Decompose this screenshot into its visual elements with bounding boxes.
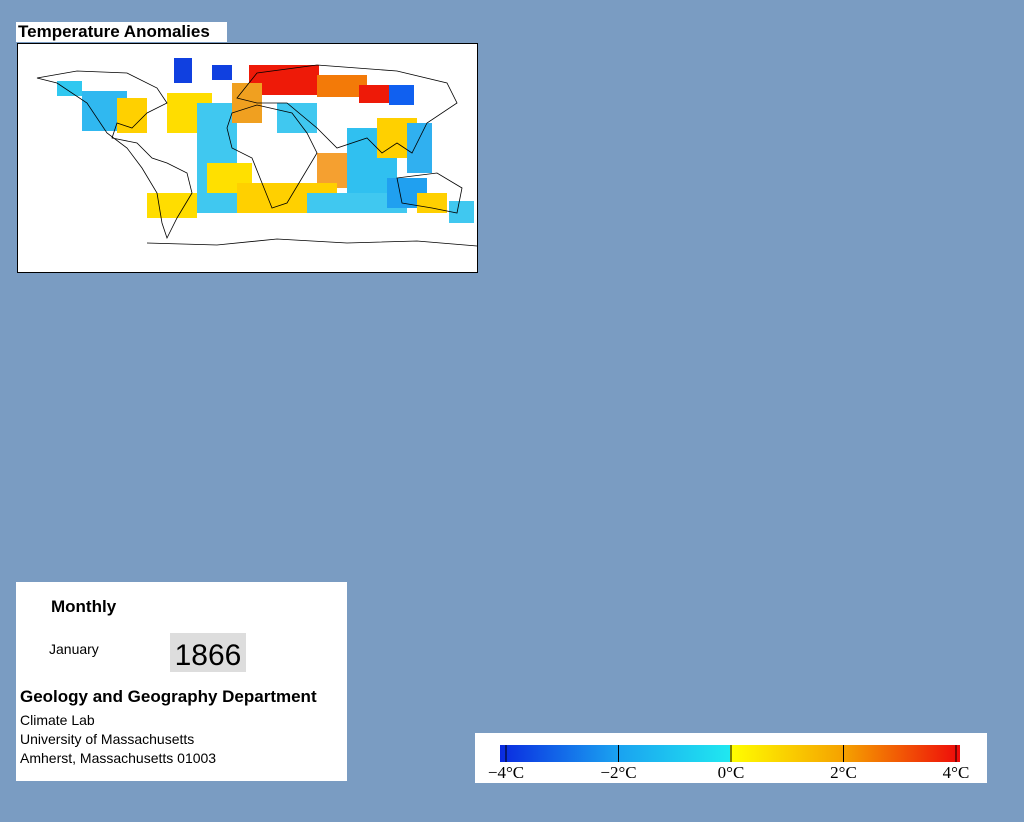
coastlines — [36, 64, 478, 247]
colorbar-label: −2°C — [600, 763, 636, 782]
map-title: Temperature Anomalies — [16, 22, 227, 42]
address-line: Climate Lab — [20, 712, 95, 728]
colorbar-label: 4°C — [943, 763, 970, 782]
department: Geology and Geography Department — [20, 687, 317, 706]
colorbar-gradient — [500, 745, 960, 762]
colorbar: −4°C −2°C 0°C 2°C 4°C — [475, 733, 987, 783]
address-line: Amherst, Massachusetts 01003 — [20, 750, 217, 766]
info-panel: Monthly January 1866 Geology and Geograp… — [16, 582, 347, 781]
colorbar-label: 2°C — [830, 763, 857, 782]
colorbar-label: 0°C — [718, 763, 745, 782]
colorbar-label: −4°C — [488, 763, 524, 782]
anomaly-map — [17, 43, 478, 273]
month: January — [49, 641, 99, 657]
anomaly-cells — [57, 58, 474, 223]
address-line: University of Massachusetts — [20, 731, 195, 747]
period: Monthly — [51, 597, 117, 616]
year: 1866 — [170, 633, 246, 672]
